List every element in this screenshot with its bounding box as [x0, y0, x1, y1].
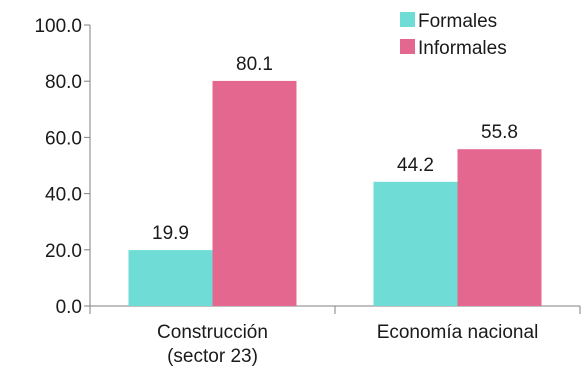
x-category-label: Construcción — [157, 322, 268, 343]
y-axis: 0.0 20.0 40.0 60.0 80.0 100.0 — [34, 16, 91, 318]
x-axis: Construcción (sector 23) Economía nacional — [89, 305, 581, 367]
bar-formales — [373, 181, 458, 306]
data-label: 44.2 — [397, 155, 434, 176]
data-label: 19.9 — [152, 223, 189, 244]
data-label: 80.1 — [236, 54, 273, 75]
legend: Formales Informales — [400, 11, 507, 59]
bar-formales — [128, 250, 213, 306]
y-tick-label: 60.0 — [45, 128, 82, 149]
bars — [128, 80, 542, 306]
y-tick-label: 100.0 — [34, 16, 82, 37]
y-tick-label: 0.0 — [56, 297, 82, 318]
y-tick-label: 80.0 — [45, 72, 82, 93]
data-labels: 19.9 80.1 44.2 55.8 — [152, 54, 518, 244]
legend-swatch-formales — [400, 12, 415, 27]
data-label: 55.8 — [481, 122, 518, 143]
bar-informales — [457, 149, 542, 306]
y-tick-label: 40.0 — [45, 185, 82, 206]
legend-swatch-informales — [400, 39, 415, 54]
y-tick-label: 20.0 — [45, 241, 82, 262]
legend-label: Formales — [418, 11, 497, 32]
legend-label: Informales — [418, 38, 507, 59]
bar-informales — [212, 80, 297, 306]
x-category-label: Economía nacional — [377, 322, 539, 343]
x-category-label: (sector 23) — [167, 346, 258, 367]
